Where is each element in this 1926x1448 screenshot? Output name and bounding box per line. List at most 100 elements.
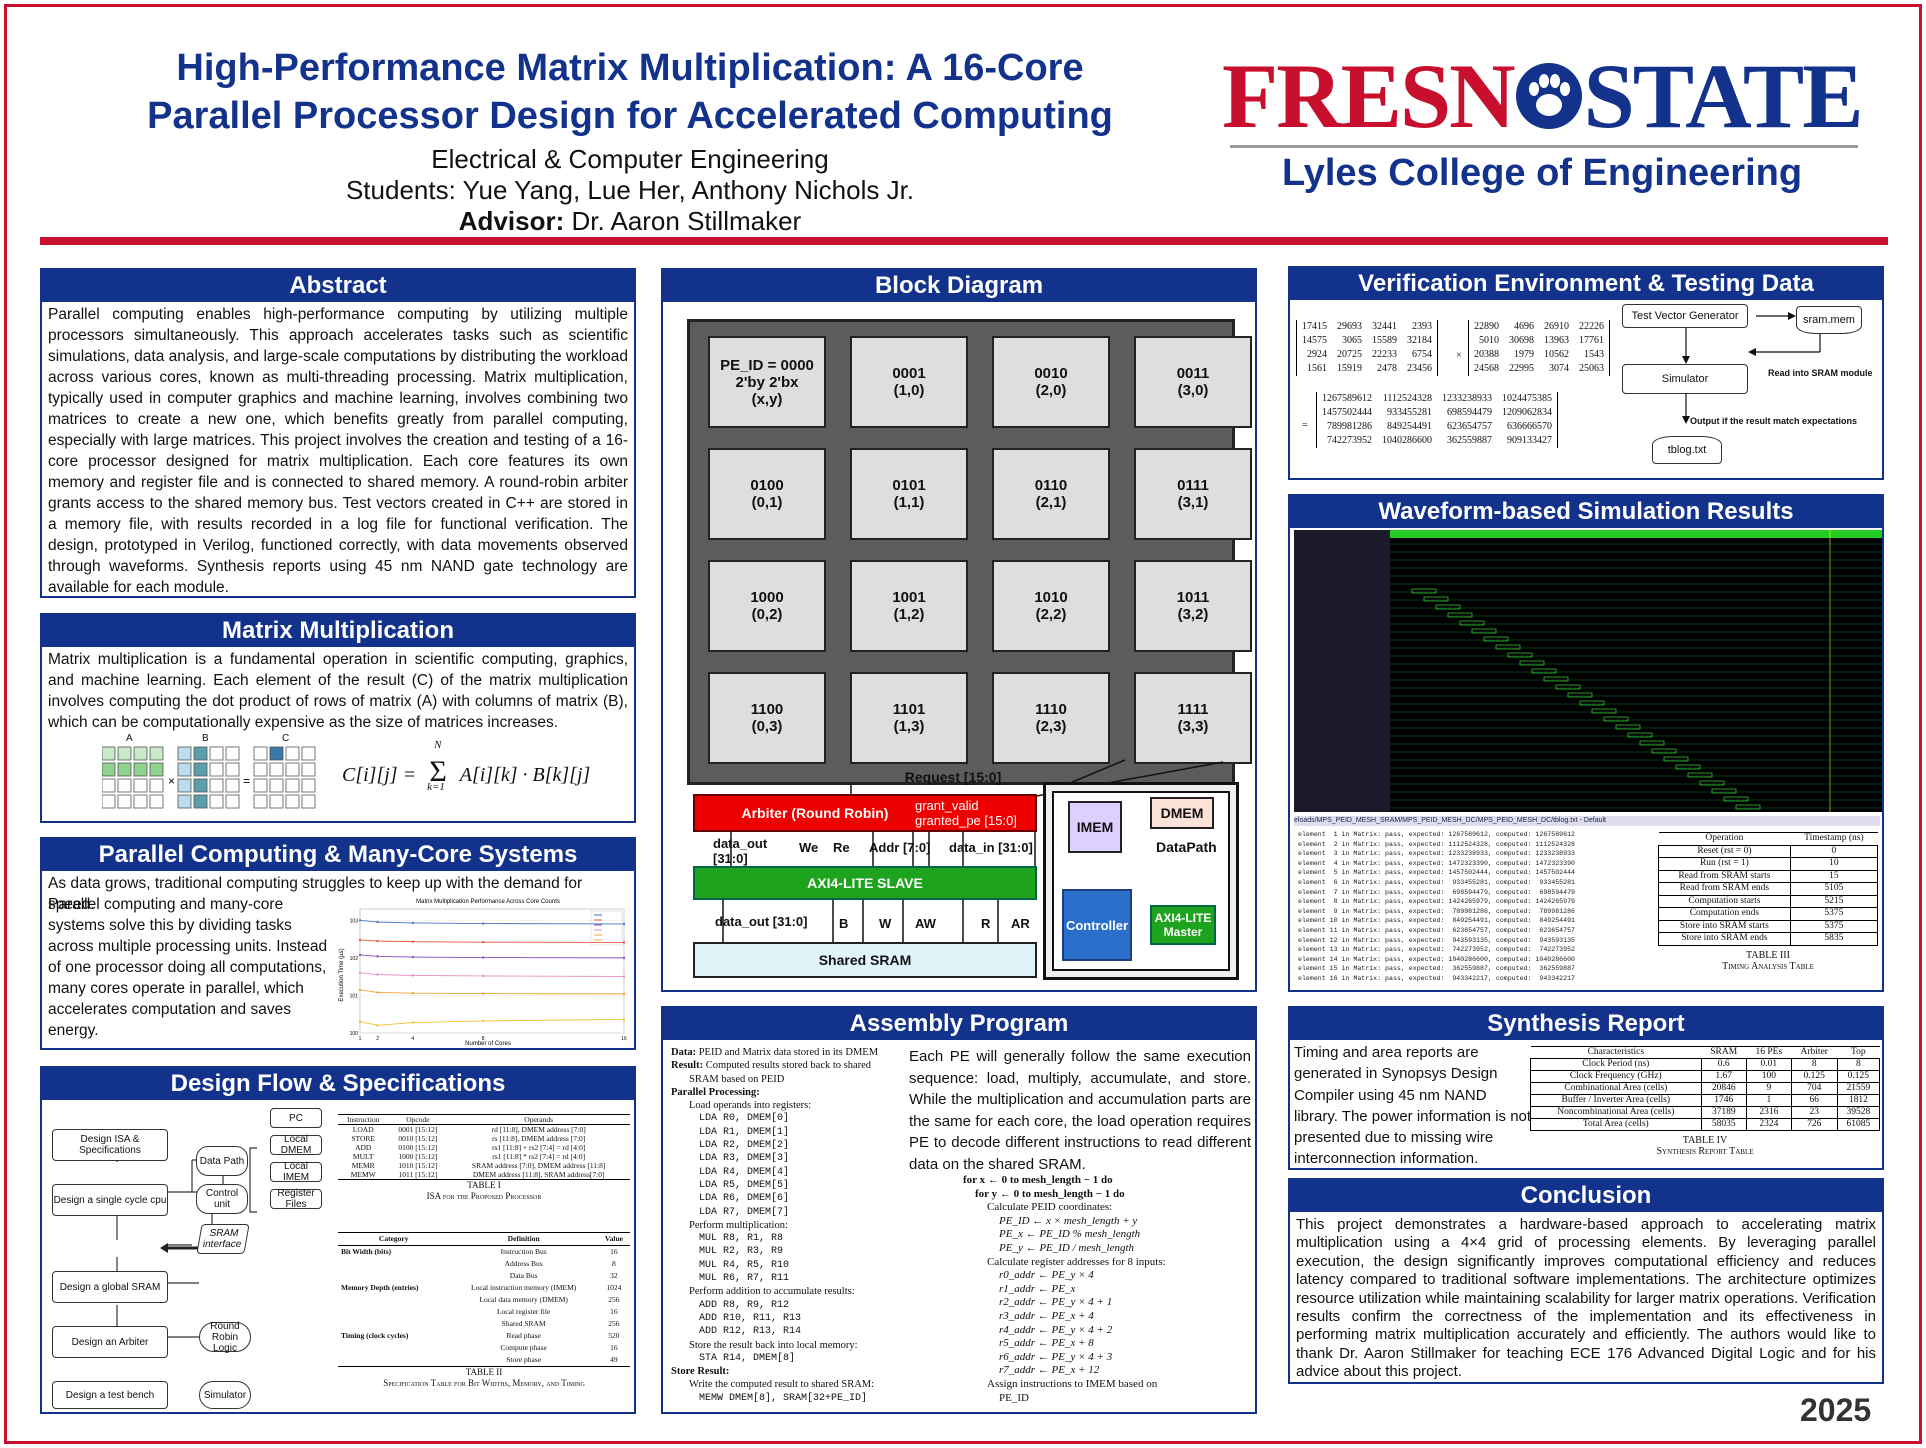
- wave-pulse: [1411, 588, 1437, 594]
- wave-pulse: [1603, 716, 1629, 722]
- table-cell: 5375: [1789, 907, 1879, 921]
- synthesis-caption-2: Synthesis Report Table: [1656, 1146, 1754, 1157]
- data-point: [482, 940, 485, 944]
- asm-line: ADD R10, R11, R13: [699, 1312, 802, 1324]
- table-row: Total Area (cells) 58035 2324 726 61085: [1530, 1118, 1881, 1131]
- flow-round-robin: Round Robin Logic: [199, 1321, 251, 1354]
- table-cell: Timing (clock cycles): [341, 1331, 409, 1340]
- synthesis-text: Timing and area reports are generated in…: [1294, 1044, 1532, 1168]
- matrix-row: 5010 30698 13963 17761: [1469, 334, 1610, 348]
- table-cell: [338, 1306, 449, 1318]
- matrix-cell: [253, 794, 268, 809]
- students: Students: Yue Yang, Lue Her, Anthony Nic…: [345, 175, 915, 205]
- pe-core: 0010 (2,0): [992, 336, 1110, 428]
- x-tick-label: 2: [376, 1036, 379, 1042]
- asm-line: MUL R8, R1, R8: [699, 1233, 784, 1245]
- pe-core-label: (3,2): [1177, 606, 1209, 623]
- matrix-cell: [253, 762, 268, 777]
- table-cell: Clock Frequency (GHz): [1530, 1070, 1702, 1083]
- design-heading: Design Flow & Specifications: [42, 1068, 634, 1100]
- equals-sign: =: [243, 774, 250, 788]
- peid-algorithm: for x ← 0 to mesh_length − 1 do for y ← 0…: [963, 1174, 1253, 1405]
- matrix-cell: [149, 794, 164, 809]
- table-cell: 10: [1789, 857, 1879, 871]
- table-cell: [338, 1354, 450, 1367]
- table-cell: 5105: [1789, 882, 1879, 896]
- matrix-cell: 15589: [1372, 335, 1397, 346]
- matrix-cell: 1561: [1307, 363, 1327, 374]
- college-name: Lyles College of Engineering: [1281, 152, 1803, 194]
- table-row: Computation ends 5375: [1658, 907, 1879, 921]
- asm-line: Perform multiplication:: [689, 1219, 788, 1231]
- arbiter-block: Arbiter (Round Robin) grant_valid granted…: [693, 794, 1037, 832]
- y-tick-label: 100: [350, 1031, 359, 1037]
- flow-step-arbiter: Design an Arbiter: [52, 1326, 168, 1358]
- table-cell: 2316: [1745, 1106, 1792, 1119]
- wave-pulse: [1483, 636, 1509, 642]
- asm-keyword: Result:: [671, 1060, 704, 1072]
- pe-core-label: PE_ID = 0000: [720, 356, 814, 374]
- matrix-cell: 29693: [1337, 321, 1362, 332]
- pe-core-label: (2,3): [1035, 718, 1067, 735]
- advisor-label: Advisor:: [458, 206, 565, 236]
- table-cell: 16: [610, 1307, 618, 1316]
- asm-line: Result: Computed results stored back to …: [671, 1059, 901, 1072]
- algo-line: PE_x ← PE_ID % mesh_length: [999, 1228, 1141, 1241]
- table-cell: 0.01: [1745, 1058, 1792, 1071]
- data-point: [622, 1018, 626, 1021]
- matrix-cell: 1024475385: [1502, 393, 1552, 404]
- matmul-text: Matrix multiplication is a fundamental o…: [48, 651, 628, 731]
- authors-block: Electrical & Computer Engineering Studen…: [110, 144, 1150, 237]
- chart-ylabel: Execution Time (µs): [339, 948, 345, 1001]
- table-cell: [338, 1270, 449, 1282]
- header-rule: [40, 237, 1888, 245]
- pe-mesh: PE_ID = 0000 2'by 2'bx (x,y) 0001 (1,0) 0010(…: [687, 319, 1252, 785]
- asm-line: STA R14, DMEM[8]: [699, 1352, 796, 1364]
- matrix-cell: [193, 794, 208, 809]
- table-cell: Instruction Bus: [500, 1247, 547, 1256]
- matrix-cell: [133, 778, 148, 793]
- matrix-cell: [253, 746, 268, 761]
- table-header-cell: Timestamp (ns): [1790, 832, 1878, 846]
- aw-channel: AW: [915, 916, 936, 931]
- matrix-cell: [225, 746, 240, 761]
- matrix-cell: [149, 778, 164, 793]
- wave-pulse: [1519, 660, 1545, 666]
- matrix-cell: [209, 746, 224, 761]
- table-header-row: Instruction Opcode Operands: [338, 1114, 630, 1125]
- table-cell: Read from SRAM starts: [1658, 869, 1791, 883]
- matrix-cell: [177, 746, 192, 761]
- x-tick-label: 8: [482, 1036, 485, 1042]
- matrix-cell: [301, 778, 316, 793]
- table-cell: Total Area (cells): [1530, 1118, 1702, 1131]
- algo-line: PE_ID: [999, 1391, 1029, 1404]
- matrix-cell: [133, 794, 148, 809]
- asm-line: LDA R0, DMEM[0]: [699, 1113, 790, 1125]
- pe-core-label: (x,y): [751, 390, 783, 408]
- matrix-cell: [253, 778, 268, 793]
- matrix-cell: 17415: [1302, 321, 1327, 332]
- matrix-cell: 22995: [1509, 363, 1534, 374]
- table-cell: 8: [1836, 1058, 1881, 1071]
- pe-core-label: 0101: [892, 477, 926, 494]
- synthesis-heading: Synthesis Report: [1290, 1008, 1882, 1040]
- data-point: [411, 955, 414, 959]
- asm-line: Data: PEID and Matrix data stored in its…: [671, 1046, 901, 1059]
- poster-frame: [4, 4, 1922, 1444]
- algo-line: PE_y ← PE_ID / mesh_length: [999, 1241, 1135, 1254]
- wave-pulse: [1639, 740, 1665, 746]
- wave-pulse: [1567, 692, 1593, 698]
- data-point: [482, 956, 485, 959]
- matrix-cell: [117, 794, 132, 809]
- abstract-panel: Abstract Parallel computing enables high…: [40, 268, 636, 598]
- table-header-cell: Arbiter: [1791, 1046, 1838, 1059]
- matrix-cell: 23456: [1407, 363, 1432, 374]
- table-header-row: Operation Timestamp (ns): [1658, 832, 1878, 846]
- algo-line: PE_ID ← x × mesh_length + y: [999, 1214, 1138, 1227]
- data-point: [411, 1021, 414, 1024]
- poster-year: 2025: [1800, 1392, 1872, 1428]
- matrix-row: 742273952 1040286600 362559887 909133427: [1317, 434, 1558, 448]
- pe-core: 1001 (1,2): [850, 560, 968, 652]
- asm-line: Store the result back into local memory:: [689, 1339, 858, 1351]
- table-header-cell: Characteristics: [1530, 1046, 1702, 1059]
